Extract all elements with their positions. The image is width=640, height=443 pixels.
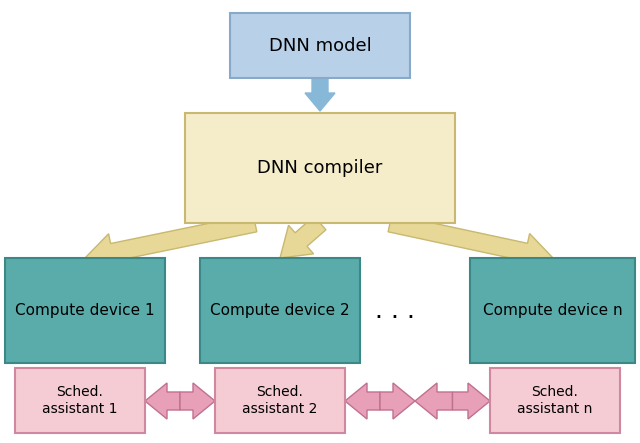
Bar <box>200 258 360 363</box>
Bar <box>185 113 455 223</box>
Text: Sched.
assistant 1: Sched. assistant 1 <box>42 385 118 416</box>
Bar <box>5 258 165 363</box>
Bar <box>15 368 145 433</box>
FancyArrow shape <box>452 383 490 419</box>
FancyArrow shape <box>415 383 452 419</box>
Text: Compute device 2: Compute device 2 <box>210 303 350 318</box>
Text: DNN compiler: DNN compiler <box>257 159 383 177</box>
FancyArrow shape <box>305 78 335 111</box>
FancyArrow shape <box>280 216 326 258</box>
FancyArrow shape <box>145 383 180 419</box>
Text: Compute device n: Compute device n <box>483 303 622 318</box>
Bar <box>215 368 345 433</box>
Bar <box>230 13 410 78</box>
FancyArrow shape <box>345 383 380 419</box>
Bar <box>490 368 620 433</box>
FancyArrow shape <box>85 214 257 271</box>
FancyArrow shape <box>380 383 415 419</box>
Text: Sched.
assistant 2: Sched. assistant 2 <box>243 385 317 416</box>
Text: Sched.
assistant n: Sched. assistant n <box>517 385 593 416</box>
Text: . . .: . . . <box>375 299 415 323</box>
Bar <box>470 258 635 363</box>
FancyArrow shape <box>180 383 215 419</box>
FancyArrow shape <box>388 214 553 271</box>
Text: Compute device 1: Compute device 1 <box>15 303 155 318</box>
Text: DNN model: DNN model <box>269 36 371 54</box>
